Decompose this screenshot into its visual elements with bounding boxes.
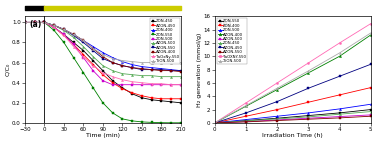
Text: Dark: Dark: [29, 6, 40, 10]
X-axis label: Irradiation Time (h): Irradiation Time (h): [262, 133, 323, 138]
Text: (a): (a): [29, 20, 42, 29]
Text: Visible Light Irradiation: Visible Light Irradiation: [77, 6, 128, 10]
Legend: ZON-450, AZON-450, ZON-400, ZON-550, ZON-500, AZON-500, AZON-550, AZON-400, TaOx: ZON-450, AZON-450, ZON-400, ZON-550, ZON…: [150, 18, 180, 64]
Y-axis label: C/C₀: C/C₀: [6, 63, 11, 76]
X-axis label: Time (min): Time (min): [86, 133, 120, 138]
Y-axis label: H₂ generation (mmol/g): H₂ generation (mmol/g): [197, 32, 202, 107]
Legend: ZON-550, ZON-400, ZON-500, AZON-400, AZON-500, ZON-450, AZON-450, AZON-550, TaOX: ZON-550, ZON-400, ZON-500, AZON-400, AZO…: [217, 18, 248, 64]
Text: (b): (b): [219, 20, 232, 29]
